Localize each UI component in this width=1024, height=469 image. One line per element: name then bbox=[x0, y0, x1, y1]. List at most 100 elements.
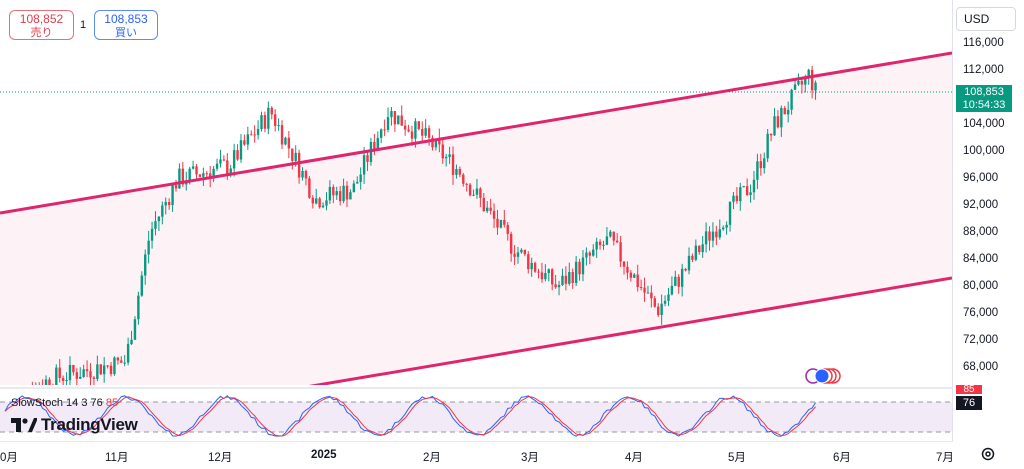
candle-body bbox=[602, 244, 605, 246]
candle-body bbox=[147, 240, 150, 255]
stoch-legend[interactable]: SlowStoch 14 3 76 85 bbox=[11, 397, 118, 409]
candle-body bbox=[403, 125, 407, 130]
price-axis-label: 68,000 bbox=[963, 361, 999, 373]
candle-body bbox=[650, 292, 653, 299]
candle-body bbox=[304, 170, 308, 179]
candle-body bbox=[65, 379, 68, 381]
candle-body bbox=[243, 140, 246, 145]
candle-body bbox=[643, 287, 646, 293]
candle-body bbox=[735, 195, 739, 202]
candle-body bbox=[352, 183, 356, 193]
candle-body bbox=[386, 117, 390, 130]
candle-body bbox=[769, 133, 773, 136]
candle-body bbox=[468, 184, 472, 196]
candle-body bbox=[328, 186, 332, 201]
currency-selector[interactable]: USD bbox=[956, 7, 1016, 31]
candle-body bbox=[438, 138, 441, 145]
candle-body bbox=[178, 168, 181, 189]
candle-body bbox=[578, 261, 581, 275]
price-axis-label: 76,000 bbox=[963, 307, 999, 319]
candle-body bbox=[527, 254, 530, 270]
candle-body bbox=[31, 392, 33, 396]
candle-body bbox=[492, 210, 496, 219]
candle-body bbox=[167, 202, 171, 206]
price-chart[interactable] bbox=[0, 0, 952, 442]
stoch-d-value: 85 bbox=[105, 397, 119, 409]
candle-body bbox=[698, 245, 701, 253]
event-markers[interactable] bbox=[805, 368, 841, 384]
candle-body bbox=[123, 362, 126, 364]
candle-body bbox=[790, 89, 793, 110]
tradingview-logo[interactable]: TradingView bbox=[11, 414, 138, 436]
candle-body bbox=[595, 241, 598, 250]
price-axis-label: 72,000 bbox=[963, 334, 999, 346]
candle-body bbox=[619, 242, 622, 262]
candle-body bbox=[660, 303, 663, 316]
candle-body bbox=[410, 131, 414, 139]
candle-body bbox=[99, 364, 102, 375]
candle-body bbox=[465, 183, 468, 185]
candle-body bbox=[191, 166, 195, 169]
time-axis-label: 3月 bbox=[521, 452, 539, 464]
candle-body bbox=[561, 275, 564, 286]
sell-price: 108,852 bbox=[19, 12, 64, 26]
candle-body bbox=[89, 371, 92, 378]
candle-body bbox=[345, 185, 349, 200]
candle-body bbox=[646, 292, 650, 294]
candle-body bbox=[226, 160, 229, 174]
candle-body bbox=[222, 159, 226, 161]
candle-body bbox=[35, 386, 37, 396]
time-axis-label: 5月 bbox=[728, 452, 746, 464]
candle-body bbox=[520, 249, 523, 253]
channel-fill bbox=[0, 53, 952, 385]
candle-body bbox=[229, 168, 232, 174]
sell-quote-button[interactable]: 108,852 売り bbox=[9, 10, 74, 40]
candle-body bbox=[198, 174, 202, 177]
candle-body bbox=[253, 134, 256, 136]
candle-body bbox=[674, 276, 677, 286]
candle-body bbox=[321, 205, 325, 208]
candle-body bbox=[133, 319, 137, 340]
candle-body bbox=[636, 274, 639, 288]
channel-lower-line bbox=[308, 276, 952, 385]
tradingview-logo-text: TradingView bbox=[41, 415, 138, 434]
candle-body bbox=[479, 188, 482, 198]
candle-body bbox=[533, 262, 537, 272]
time-axis-label: 11月 bbox=[105, 452, 129, 464]
candle-body bbox=[455, 168, 458, 175]
candle-body bbox=[581, 257, 585, 275]
candle-body bbox=[639, 287, 643, 289]
candle-body bbox=[441, 144, 444, 159]
candle-body bbox=[609, 231, 612, 237]
candle-body bbox=[680, 268, 684, 287]
stoch-params: 14 3 bbox=[66, 397, 88, 409]
buy-quote-button[interactable]: 108,853 買い bbox=[94, 10, 158, 40]
candle-body bbox=[219, 159, 222, 164]
candle-body bbox=[55, 367, 58, 385]
candle-body bbox=[592, 249, 595, 256]
price-axis-label: 112,000 bbox=[963, 64, 1004, 76]
candle-body bbox=[780, 108, 783, 128]
candle-body bbox=[537, 271, 540, 273]
candle-body bbox=[574, 261, 578, 283]
candle-body bbox=[732, 195, 735, 202]
time-axis-label: 7月 bbox=[936, 452, 954, 464]
gear-icon[interactable] bbox=[980, 446, 996, 462]
candle-body bbox=[544, 273, 547, 280]
candle-body bbox=[246, 134, 250, 145]
candle-body bbox=[126, 344, 130, 363]
candle-body bbox=[407, 129, 410, 132]
candle-body bbox=[161, 205, 164, 217]
candle-body bbox=[335, 191, 338, 196]
candle-body bbox=[106, 365, 109, 367]
candle-body bbox=[390, 111, 393, 118]
candle-body bbox=[130, 339, 133, 345]
candle-body bbox=[742, 186, 745, 188]
candle-body bbox=[670, 285, 674, 295]
candle-body bbox=[691, 255, 694, 260]
candle-body bbox=[448, 154, 451, 157]
buy-label: 買い bbox=[115, 27, 137, 39]
candle-body bbox=[598, 241, 602, 246]
price-axis-label: 92,000 bbox=[963, 199, 999, 211]
candle-body bbox=[523, 249, 527, 255]
